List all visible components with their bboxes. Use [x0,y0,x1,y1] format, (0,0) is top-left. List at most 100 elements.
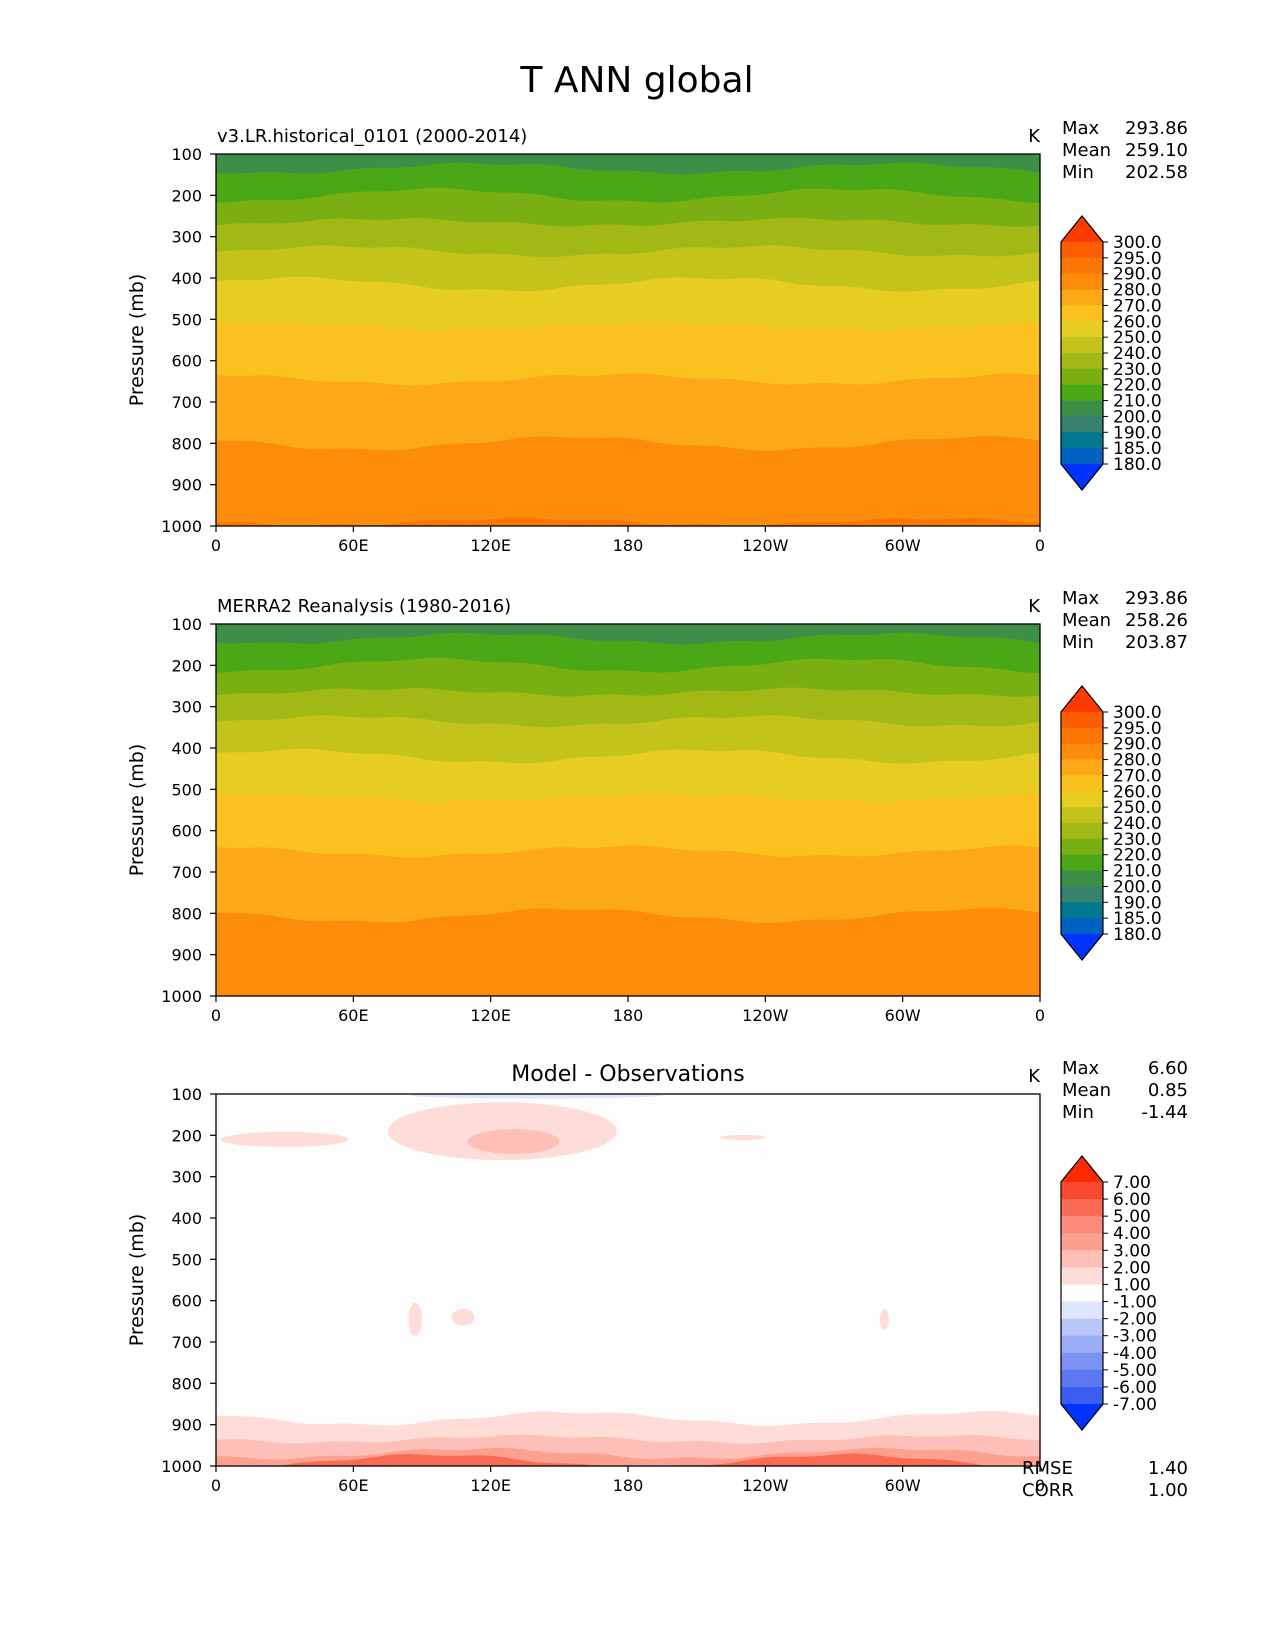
colorbar-tick-label: 3.00 [1113,1241,1151,1261]
y-tick-label: 800 [171,904,202,923]
contour-background [216,1094,1040,1466]
stat-label: Min [1062,1102,1094,1123]
colorbar: 300.0295.0290.0280.0270.0260.0250.0240.0… [1060,215,1162,491]
colorbar-cell [1061,902,1103,919]
stat-value: 203.87 [1125,632,1188,653]
colorbar-tick-label: 185.0 [1113,439,1162,459]
y-tick-label: 800 [171,1374,202,1393]
colorbar-extend-min [1061,464,1103,490]
stat-value: 258.26 [1125,610,1188,631]
units-label: K [1028,1066,1041,1087]
colorbar-tick-label: 2.00 [1113,1258,1151,1278]
stat-label: Max [1062,1058,1100,1079]
y-tick-label: 900 [171,476,202,495]
difference-anomaly [719,1134,766,1140]
panel-test-model: v3.LR.historical_0101 (2000-2014) K Max 293… [126,118,1188,555]
difference-anomaly [410,1094,663,1099]
difference-anomaly [220,1132,349,1147]
colorbar-tick-label: -1.00 [1113,1293,1157,1313]
y-axis-label: Pressure (mb) [126,1214,148,1347]
colorbar-tick-label: 200.0 [1113,407,1162,427]
colorbar-tick-label: 270.0 [1113,766,1162,786]
colorbar-cell [1061,400,1103,418]
colorbar-tick-label: 1.00 [1113,1275,1151,1295]
x-tick-label: 0 [211,1006,221,1025]
colorbar-cell [1061,1250,1103,1268]
plot-area [216,154,1040,526]
y-tick-label: 1000 [161,987,202,1006]
y-tick-label: 500 [171,780,202,799]
colorbar-cell [1061,743,1103,761]
difference-anomaly [408,1302,422,1336]
panel-title: Model - Observations [511,1062,744,1087]
contour-band [216,907,1040,996]
colorbar-cell [1061,321,1103,338]
y-tick-label: 300 [171,698,202,717]
y-tick-label: 100 [171,1085,202,1104]
y-tick-label: 500 [171,310,202,329]
colorbar-tick-label: 180.0 [1113,925,1162,945]
colorbar-tick-label: 250.0 [1113,798,1162,818]
stat-value: 202.58 [1125,162,1188,183]
y-tick-label: 600 [171,1292,202,1311]
colorbar-cell [1061,727,1103,745]
colorbar-cell [1061,712,1103,729]
stat-label: Max [1062,588,1100,609]
stat-value: 293.86 [1125,588,1188,609]
colorbar-tick-label: -2.00 [1113,1310,1157,1330]
difference-anomaly [451,1308,475,1326]
colorbar-tick-label: -7.00 [1113,1395,1157,1415]
y-tick-label: 400 [171,739,202,758]
x-tick-label: 60E [338,1476,368,1495]
difference-band [216,1453,1040,1466]
panel-title: v3.LR.historical_0101 (2000-2014) [217,126,527,147]
colorbar-extend-max [1061,216,1103,242]
colorbar-tick-label: -6.00 [1113,1378,1157,1398]
colorbar-cell [1061,273,1103,291]
colorbar-tick-label: 180.0 [1113,455,1162,475]
x-tick-label: 0 [211,1476,221,1495]
panel-title: MERRA2 Reanalysis (1980-2016) [217,596,511,617]
colorbar-tick-label: 4.00 [1113,1224,1151,1244]
colorbar-cell [1061,305,1103,322]
plot-area [216,624,1040,996]
colorbar-cell [1061,337,1103,354]
difference-anomaly [879,1308,889,1330]
x-tick-label: 180 [613,1006,644,1025]
difference-anomaly [467,1129,560,1154]
colorbar: 300.0295.0290.0280.0270.0260.0250.0240.0… [1060,685,1162,961]
colorbar-tick-label: 230.0 [1113,360,1162,380]
colorbar-tick-label: 280.0 [1113,751,1162,771]
y-axis-label: Pressure (mb) [126,274,148,407]
x-tick-label: 120W [742,1006,789,1025]
plot-area [216,1094,1040,1466]
colorbar-extend-min [1061,934,1103,960]
colorbar-tick-label: 230.0 [1113,830,1162,850]
x-tick-label: 60W [885,1476,921,1495]
stat-value: 0.85 [1148,1080,1188,1101]
colorbar-cell [1061,854,1103,872]
stat-value: 1.00 [1148,1480,1188,1501]
stat-label: Mean [1062,610,1111,631]
y-tick-label: 300 [171,1168,202,1187]
stat-value: -1.44 [1141,1102,1188,1123]
colorbar-cell [1061,1335,1103,1354]
colorbar-tick-label: 260.0 [1113,312,1162,332]
y-tick-label: 200 [171,186,202,205]
colorbar-cell [1061,791,1103,808]
colorbar-cell [1061,838,1103,856]
stat-label: RMSE [1022,1458,1073,1479]
colorbar: 7.006.005.004.003.002.001.00-1.00-2.00-3… [1060,1155,1157,1431]
colorbar-tick-label: 190.0 [1113,423,1162,443]
x-tick-label: 120W [742,536,789,555]
colorbar-cell [1061,1182,1103,1200]
y-tick-label: 800 [171,434,202,453]
y-tick-label: 300 [171,228,202,247]
stat-value: 1.40 [1148,1458,1188,1479]
colorbar-cell [1061,353,1103,370]
colorbar-tick-label: 290.0 [1113,735,1162,755]
colorbar-cell [1061,242,1103,259]
colorbar-tick-label: 210.0 [1113,392,1162,412]
colorbar-cell [1061,289,1103,307]
contour-band [216,435,1040,526]
